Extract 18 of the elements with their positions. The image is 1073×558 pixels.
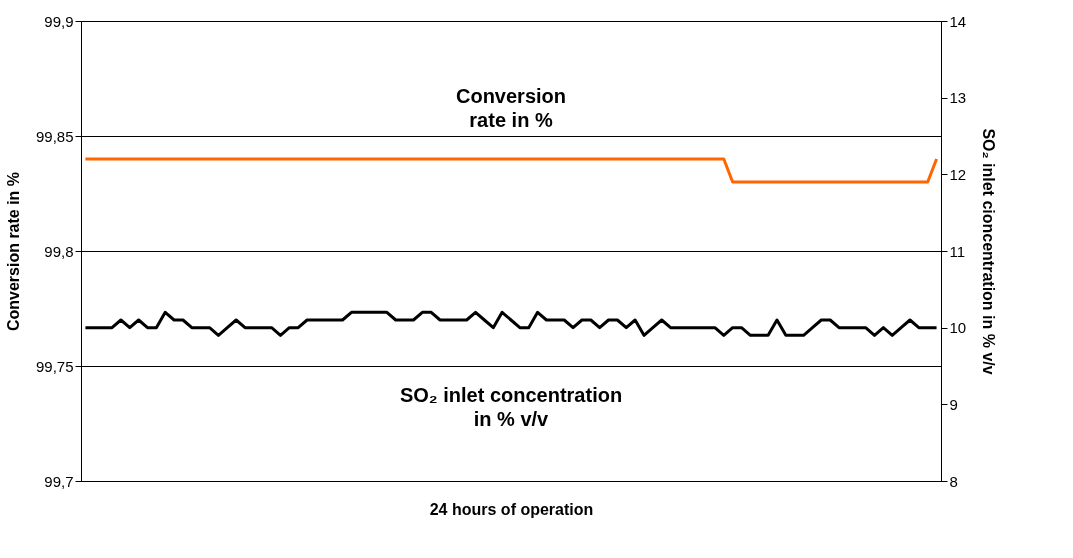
y2-tick-label: 9 — [949, 395, 958, 413]
y2-tick-label: 8 — [949, 472, 958, 490]
y2-tick-label: 11 — [949, 242, 966, 260]
y-axis-title: Conversion rate in % — [4, 171, 22, 332]
y2-tick-label: 13 — [949, 89, 967, 107]
y-tick-label: 99,7 — [44, 472, 74, 490]
x-axis-title: 24 hours of operation — [429, 500, 594, 518]
y-tick-label: 99,75 — [35, 357, 74, 375]
y2-tick-label: 12 — [949, 165, 967, 183]
line-series — [83, 310, 939, 337]
y-tick-label: 99,8 — [44, 242, 74, 260]
y2-tick-label: 10 — [949, 319, 967, 337]
y2-tick-label: 14 — [949, 12, 967, 30]
annotation: Conversion rate in % — [455, 84, 567, 131]
annotation: SO₂ inlet concentration in % v/v — [399, 383, 623, 430]
y-tick-label: 99,9 — [44, 12, 74, 30]
y2-axis-title: SO₂ inlet cioncentration in % v/v — [980, 128, 998, 375]
y-tick-label: 99,85 — [35, 127, 74, 145]
